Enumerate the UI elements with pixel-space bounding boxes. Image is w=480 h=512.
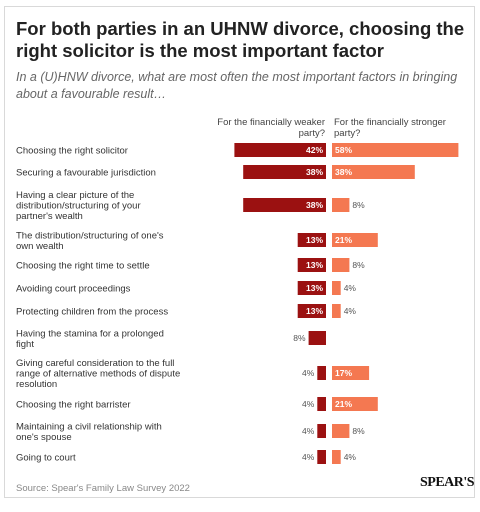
value-label-weaker: 13% bbox=[306, 306, 323, 316]
value-label-weaker: 13% bbox=[306, 283, 323, 293]
spears-logo: SPEAR'S bbox=[420, 475, 475, 490]
source-note: Source: Spear's Family Law Survey 2022 bbox=[16, 483, 190, 494]
bar-weaker bbox=[308, 331, 326, 345]
value-label-weaker: 8% bbox=[293, 333, 306, 343]
value-label-weaker: 4% bbox=[302, 426, 315, 436]
value-label-stronger: 17% bbox=[335, 368, 352, 378]
category-label: Maintaining a civil relationship with one… bbox=[16, 421, 162, 443]
bar-chart: Choosing the right solicitor 42% 58% Securi… bbox=[16, 143, 459, 464]
bar-stronger bbox=[332, 304, 341, 318]
category-label: Having a clear picture of the distributio… bbox=[16, 190, 141, 222]
category-label: Going to court bbox=[16, 453, 76, 464]
category-label: Choosing the right time to settle bbox=[16, 261, 150, 272]
bar-weaker bbox=[317, 397, 326, 411]
category-label: Giving careful consideration to the full… bbox=[16, 358, 180, 390]
value-label-weaker: 42% bbox=[306, 145, 323, 155]
value-label-stronger: 38% bbox=[335, 167, 352, 177]
bar-weaker bbox=[317, 366, 326, 380]
bar-weaker bbox=[297, 304, 326, 318]
legend-weaker-party: For the financially weaker party? bbox=[217, 117, 325, 139]
chart-card: For both parties in an UHNW divorce, cho… bbox=[4, 6, 475, 498]
value-label-stronger: 8% bbox=[352, 260, 365, 270]
bar-weaker bbox=[317, 424, 326, 438]
category-label: Protecting children from the process bbox=[16, 307, 168, 318]
value-label-stronger: 8% bbox=[352, 200, 365, 210]
legend-stronger-party: For the financially stronger party? bbox=[334, 117, 446, 139]
category-label: Choosing the right solicitor bbox=[16, 146, 128, 157]
bar-stronger bbox=[332, 165, 415, 179]
category-label: Avoiding court proceedings bbox=[16, 284, 131, 295]
chart-subtitle: In a (U)HNW divorce, what are most often… bbox=[16, 70, 458, 101]
bar-stronger bbox=[332, 198, 350, 212]
value-label-stronger: 4% bbox=[344, 306, 357, 316]
bar-stronger bbox=[332, 366, 370, 380]
bar-stronger bbox=[332, 143, 459, 157]
value-label-stronger: 4% bbox=[344, 283, 357, 293]
bar-weaker bbox=[243, 198, 326, 212]
bar-weaker bbox=[297, 281, 326, 295]
bar-stronger bbox=[332, 233, 378, 247]
category-label: Having the stamina for a prolonged fight bbox=[16, 328, 164, 350]
bar-weaker bbox=[234, 143, 326, 157]
bar-stronger bbox=[332, 258, 350, 272]
category-label: The distribution/structuring of one's own… bbox=[16, 230, 164, 252]
chart-title: For both parties in an UHNW divorce, cho… bbox=[16, 18, 465, 61]
bar-weaker bbox=[317, 450, 326, 464]
value-label-stronger: 58% bbox=[335, 145, 352, 155]
value-label-weaker: 13% bbox=[306, 260, 323, 270]
value-label-stronger: 21% bbox=[335, 235, 352, 245]
value-label-weaker: 4% bbox=[302, 368, 315, 378]
category-label: Securing a favourable jurisdiction bbox=[16, 168, 156, 179]
category-label: Choosing the right barrister bbox=[16, 400, 131, 411]
value-label-weaker: 38% bbox=[306, 200, 323, 210]
value-label-stronger: 8% bbox=[352, 426, 365, 436]
value-label-stronger: 4% bbox=[344, 452, 357, 462]
value-label-weaker: 38% bbox=[306, 167, 323, 177]
value-label-weaker: 4% bbox=[302, 399, 315, 409]
bar-weaker bbox=[297, 258, 326, 272]
value-label-stronger: 21% bbox=[335, 399, 352, 409]
bar-stronger bbox=[332, 450, 341, 464]
bar-weaker bbox=[297, 233, 326, 247]
value-label-weaker: 13% bbox=[306, 235, 323, 245]
bar-stronger bbox=[332, 424, 350, 438]
bar-weaker bbox=[243, 165, 326, 179]
value-label-weaker: 4% bbox=[302, 452, 315, 462]
bar-stronger bbox=[332, 281, 341, 295]
bar-stronger bbox=[332, 397, 378, 411]
